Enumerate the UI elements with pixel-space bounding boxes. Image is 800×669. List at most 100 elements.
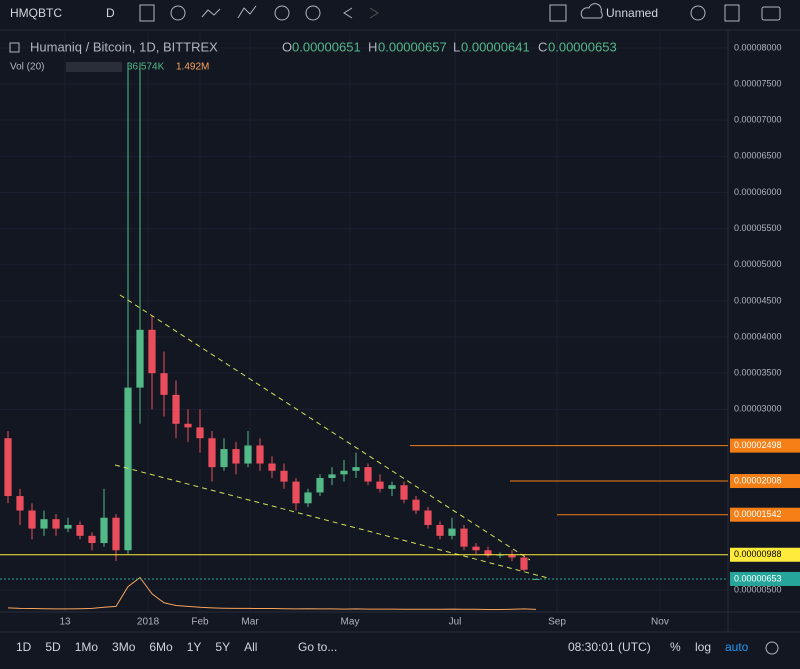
ohlc-value: 0.00000651 [292,39,361,54]
price-level-label: 0.00000653 [734,573,782,583]
y-tick-label: 0.00007500 [734,78,782,88]
range-button[interactable]: 5D [45,640,61,654]
layout-name[interactable]: Unnamed [606,6,658,20]
candle-body [28,510,36,529]
volume-ma: 1.492M [176,62,209,73]
range-button[interactable]: 3Mo [112,640,136,654]
fullscreen-icon[interactable] [549,4,567,22]
x-tick-label: Nov [651,617,669,628]
alert-icon[interactable] [274,5,290,21]
candle-body [388,485,396,489]
candle-body [100,517,108,544]
price-level-box [730,547,800,562]
candle-body [292,481,300,504]
trendline-upper [119,294,531,561]
legend: Humaniq / Bitcoin, 1D, BITTREX O 0.00000… [9,39,617,73]
interval[interactable]: D [106,6,115,20]
candle-body [124,387,132,551]
y-tick-label: 0.00005000 [734,259,782,269]
range-button[interactable]: 1Mo [75,640,99,654]
snapshot-icon[interactable] [761,6,781,21]
settings-icon[interactable] [690,5,706,21]
price-level-box [730,571,800,586]
price-level-label: 0.00001542 [734,509,782,519]
y-tick-label: 0.00003500 [734,368,782,378]
candle-body [364,467,372,482]
chart-type-icon[interactable] [139,4,155,22]
y-tick-label: 0.00005500 [734,223,782,233]
y-tick-label: 0.00004500 [734,295,782,305]
range-button[interactable]: All [244,640,257,654]
top-toolbar: HMQBTC D Unnamed [0,3,800,31]
price-level-label: 0.00000988 [734,549,782,559]
cloud-icon[interactable] [580,3,603,19]
candle-body [436,524,444,536]
x-tick-label: Jul [449,617,462,628]
undo-icon[interactable] [343,7,353,19]
ohlc-value: 0.00000641 [461,39,530,54]
x-tick-label: Feb [191,617,209,628]
candle-body [412,499,420,511]
y-tick-label: 0.00003000 [734,404,782,414]
x-tick-label: 2018 [137,617,160,628]
studies-icon[interactable] [237,5,257,19]
candle-body [76,524,84,536]
goto[interactable]: Go to... [298,640,337,654]
candle-body [40,519,48,529]
redo-icon[interactable] [369,7,379,19]
replay-icon[interactable] [305,5,321,21]
range-button[interactable]: 1Y [187,640,202,654]
candle-body [340,470,348,475]
candle-body [184,423,192,428]
volume-value: 36.574K [127,62,165,73]
log-toggle[interactable]: log [695,640,711,654]
candle-body [4,438,12,497]
axis-settings-icon[interactable] [765,641,779,655]
y-tick-label: 0.00006000 [734,187,782,197]
expand-icon[interactable] [724,4,740,22]
volume-controls[interactable] [66,62,122,72]
y-tick-label: 0.00000500 [734,584,782,594]
price-level-box [730,507,800,522]
auto-toggle[interactable]: auto [725,640,749,654]
candle-body [268,463,276,471]
ohlc-label: H [368,39,377,54]
percent-toggle[interactable]: % [670,640,681,654]
y-tick-label: 0.00007000 [734,115,782,125]
ohlc-value: 0.00000657 [378,39,447,54]
candle-body [328,474,336,478]
symbol[interactable]: HMQBTC [10,6,62,20]
x-tick-label: 13 [59,617,71,628]
ohlc-label: O [282,39,292,54]
candle-body [520,557,528,570]
volume-title: Vol (20) [10,62,44,73]
range-button[interactable]: 6Mo [149,640,173,654]
series-title: Humaniq / Bitcoin, 1D, BITTREX [30,39,218,54]
indicator-icon[interactable] [170,5,186,21]
candle-body [256,445,264,464]
candle-body [244,445,252,464]
volume-line [7,576,537,610]
ohlc-label: L [453,39,460,54]
ohlc-value: 0.00000653 [548,39,617,54]
candle-body [232,449,240,464]
candle-body [64,524,72,529]
range-button[interactable]: 5Y [215,640,230,654]
candle-body [508,554,516,558]
price-level-label: 0.00002498 [734,440,782,450]
compare-icon[interactable] [201,8,221,18]
collapse-icon[interactable] [9,42,20,53]
candle-body [196,427,204,439]
y-tick-label: 0.00006500 [734,151,782,161]
trendline-lower [114,464,549,579]
candle-body [160,373,168,395]
clock: 08:30:01 (UTC) [568,640,651,654]
x-tick-label: May [341,617,360,628]
x-tick-label: Sep [548,617,566,628]
x-tick-label: Mar [241,617,259,628]
candle-body [220,449,228,468]
range-button[interactable]: 1D [16,640,32,654]
candle-body [316,477,324,493]
candle-body [172,394,180,424]
